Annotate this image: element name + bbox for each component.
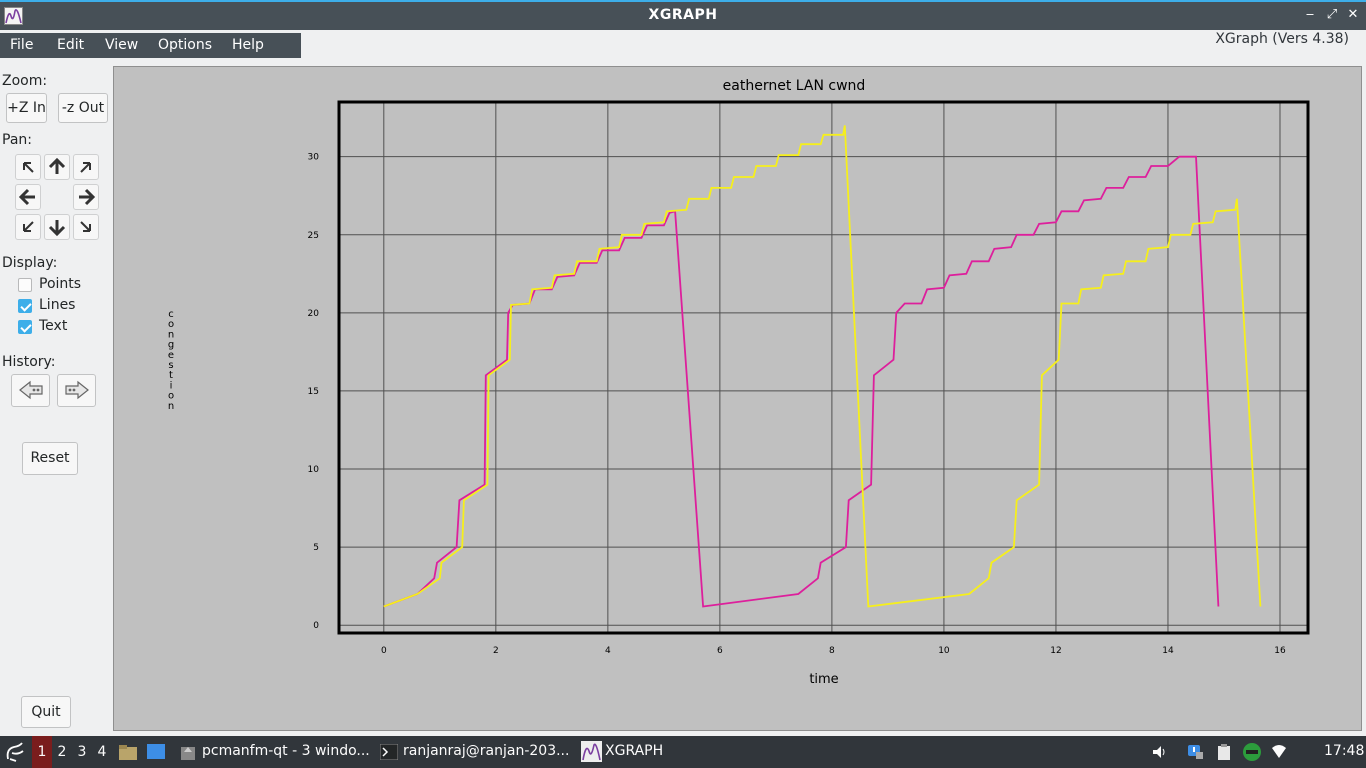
arrow-right-icon (79, 188, 96, 206)
y-tick-label: 10 (308, 465, 320, 475)
history-back-button[interactable] (11, 374, 50, 407)
menu-bar: File Edit View Options Help (0, 33, 301, 58)
close-icon[interactable]: ✕ (1347, 7, 1359, 22)
desktop-4-button[interactable]: 4 (97, 744, 107, 760)
quit-button[interactable]: Quit (21, 696, 71, 728)
points-checkbox-label: Points (39, 276, 82, 292)
wifi-icon[interactable] (1271, 744, 1287, 760)
file-manager-icon[interactable] (118, 742, 138, 762)
notification-icon[interactable] (1187, 744, 1203, 760)
chart-title: eathernet LAN cwnd (723, 78, 866, 94)
show-desktop-icon[interactable] (146, 742, 166, 762)
zoom-in-button[interactable]: +Z In (6, 93, 47, 123)
display-label: Display: (2, 255, 58, 271)
task-pcmanfm[interactable]: pcmanfm-qt - 3 windo... (202, 743, 370, 759)
desktop-1-button[interactable]: 1 (32, 736, 52, 768)
y-tick-label: 30 (308, 153, 320, 163)
y-tick-label: 15 (308, 387, 319, 397)
zoom-label: Zoom: (2, 73, 48, 89)
chart-grid (339, 102, 1308, 633)
y-tick-label: 20 (308, 309, 320, 319)
menu-edit[interactable]: Edit (57, 37, 85, 53)
history-forward-button[interactable] (57, 374, 96, 407)
x-tick-label: 16 (1274, 646, 1286, 656)
menu-help[interactable]: Help (232, 37, 264, 53)
menu-options[interactable]: Options (158, 37, 213, 53)
lines-checkbox-label: Lines (39, 297, 76, 313)
graph-area[interactable]: eathernet LAN cwnd 0 2 4 6 8 10 12 14 16 0 5 10 15 20… (113, 66, 1362, 731)
series-line-1 (383, 155, 1220, 608)
task-terminal[interactable]: ranjanraj@ranjan-203... (403, 743, 570, 759)
chart-series (383, 125, 1262, 608)
lines-checkbox[interactable] (18, 299, 32, 313)
volume-icon[interactable] (1151, 744, 1167, 760)
y-tick-label: 0 (313, 621, 319, 631)
y-tick-label: 25 (308, 231, 319, 241)
zoom-out-button[interactable]: -z Out (58, 93, 108, 123)
y-tick-label: 5 (313, 543, 319, 553)
taskbar: 1 2 3 4 pcmanfm-qt - 3 windo... ranjanra… (0, 736, 1366, 768)
task-xgraph[interactable]: XGRAPH (605, 743, 664, 759)
series-line-2 (383, 125, 1262, 608)
pan-down-left-button[interactable] (15, 214, 41, 240)
x-tick-label: 8 (829, 646, 835, 656)
arrow-down-icon (48, 220, 66, 237)
x-tick-label: 10 (938, 646, 950, 656)
arrow-up-left-icon (23, 162, 34, 173)
arrow-up-icon (48, 157, 66, 174)
pan-up-right-button[interactable] (73, 154, 99, 180)
chart-ticks: 0 2 4 6 8 10 12 14 16 0 5 10 15 20 25 30 (308, 153, 1286, 656)
pan-up-left-button[interactable] (15, 154, 41, 180)
xgraph-app-icon[interactable] (4, 7, 23, 25)
control-panel: Zoom: +Z In -z Out Pan: Display: Points … (0, 62, 112, 734)
pcmanfm-task-icon (181, 747, 195, 760)
x-tick-label: 4 (605, 646, 611, 656)
desktop-2-button[interactable]: 2 (57, 744, 67, 760)
arrow-down-left-icon (23, 221, 34, 232)
xgraph-task-icon (581, 741, 602, 762)
arrow-left-icon (18, 188, 35, 206)
arrow-down-right-icon (80, 221, 91, 232)
cwnd-chart[interactable]: eathernet LAN cwnd 0 2 4 6 8 10 12 14 16 0 5 10 15 20… (114, 67, 1361, 730)
x-axis-label: time (809, 672, 838, 687)
window-title: XGRAPH (648, 7, 718, 23)
history-forward-icon (64, 380, 89, 400)
x-tick-label: 0 (381, 646, 387, 656)
x-tick-label: 14 (1162, 646, 1174, 656)
pan-right-button[interactable] (73, 184, 99, 210)
x-tick-label: 12 (1050, 646, 1061, 656)
pan-label: Pan: (2, 132, 32, 148)
plot-frame (337, 100, 1310, 635)
history-back-icon (18, 380, 43, 400)
desktop-3-button[interactable]: 3 (77, 744, 87, 760)
clipboard-icon[interactable] (1216, 744, 1232, 760)
minimize-icon[interactable]: ‒ (1305, 7, 1315, 22)
arrow-up-right-icon (80, 162, 91, 173)
pan-down-button[interactable] (44, 214, 70, 240)
menu-file[interactable]: File (10, 37, 34, 53)
x-tick-label: 6 (717, 646, 723, 656)
x-tick-label: 2 (493, 646, 499, 656)
clock: 17:48 (1324, 743, 1365, 759)
points-checkbox[interactable] (18, 278, 32, 292)
text-checkbox-label: Text (39, 318, 68, 334)
pan-up-button[interactable] (44, 154, 70, 180)
reset-button[interactable]: Reset (22, 442, 78, 475)
terminal-task-icon (380, 744, 398, 760)
window-titlebar: XGRAPH ‒ ⤢ ✕ (0, 0, 1366, 30)
pan-down-right-button[interactable] (73, 214, 99, 240)
version-label: XGraph (Vers 4.38) (1215, 31, 1349, 47)
menu-view[interactable]: View (105, 37, 139, 53)
pan-left-button[interactable] (15, 184, 41, 210)
network-manager-icon[interactable] (1242, 742, 1262, 762)
history-label: History: (2, 354, 56, 370)
start-menu-icon[interactable] (4, 741, 26, 763)
maximize-icon[interactable]: ⤢ (1326, 7, 1338, 22)
text-checkbox[interactable] (18, 320, 32, 334)
